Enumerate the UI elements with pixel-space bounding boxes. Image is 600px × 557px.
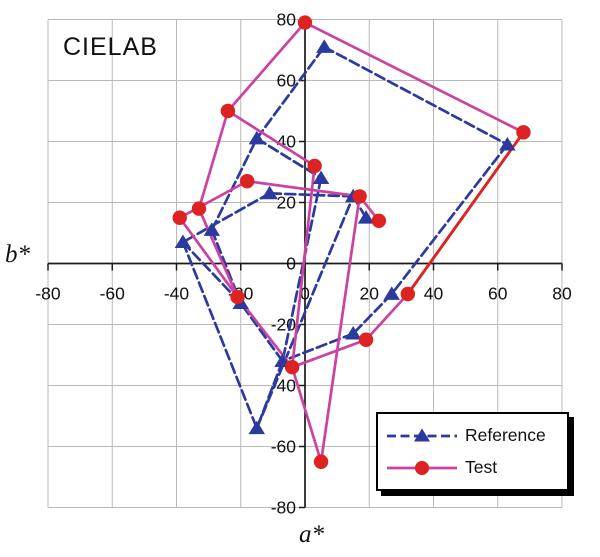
legend-label-test: Test xyxy=(465,457,498,477)
reference-line-sample xyxy=(387,428,457,441)
svg-text:60: 60 xyxy=(277,71,297,91)
svg-text:80: 80 xyxy=(552,284,572,304)
svg-text:-20: -20 xyxy=(271,315,297,335)
svg-text:-40: -40 xyxy=(164,284,190,304)
svg-text:-60: -60 xyxy=(100,284,126,304)
svg-text:40: 40 xyxy=(424,284,444,304)
svg-text:-80: -80 xyxy=(35,284,61,304)
svg-text:20: 20 xyxy=(360,284,380,304)
test-line-sample xyxy=(387,460,457,475)
svg-text:-80: -80 xyxy=(271,498,297,518)
legend: Reference Test xyxy=(376,412,569,491)
chart-title: CIELAB xyxy=(63,33,158,61)
y-axis-title: b* xyxy=(5,241,30,268)
x-axis-title: a* xyxy=(299,521,324,548)
svg-text:0: 0 xyxy=(286,254,296,274)
svg-text:80: 80 xyxy=(277,10,297,30)
legend-item-test: Test xyxy=(386,457,567,478)
legend-item-reference: Reference xyxy=(386,425,567,446)
legend-label-reference: Reference xyxy=(465,425,546,445)
svg-text:60: 60 xyxy=(488,284,508,304)
svg-text:20: 20 xyxy=(277,193,297,213)
svg-text:0: 0 xyxy=(300,284,310,304)
svg-text:-60: -60 xyxy=(271,437,297,457)
